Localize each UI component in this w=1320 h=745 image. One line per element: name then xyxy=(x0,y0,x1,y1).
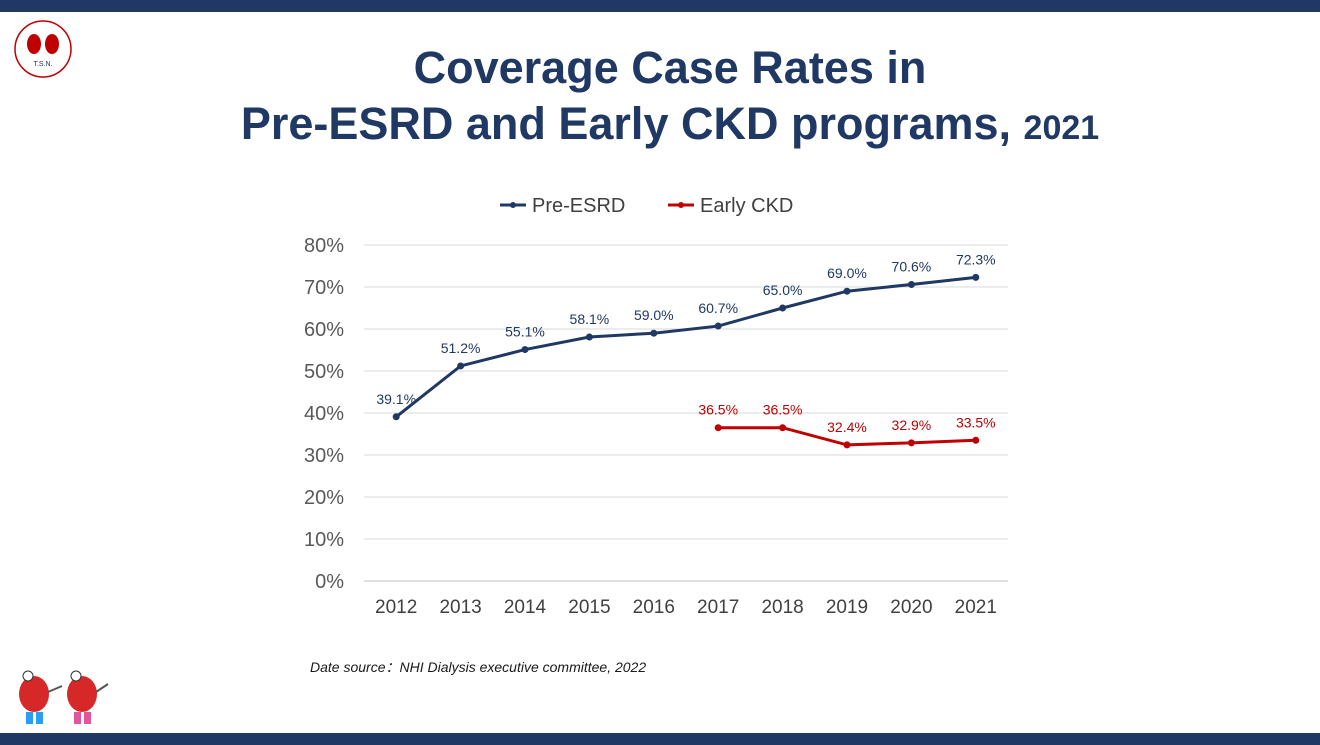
y-tick-label: 50% xyxy=(304,361,344,383)
data-point xyxy=(779,424,787,432)
y-tick-label: 70% xyxy=(304,277,344,299)
data-point xyxy=(843,441,851,449)
data-label: 72.3% xyxy=(956,251,996,267)
series-early-ckd: 36.5% 36.5% 32.4% 32.9% 33.5% xyxy=(698,402,996,449)
y-tick-label: 60% xyxy=(304,319,344,341)
data-label: 36.5% xyxy=(698,402,738,418)
source-note: Date source：NHI Dialysis executive commi… xyxy=(310,659,647,675)
data-point xyxy=(521,346,529,354)
data-label: 70.6% xyxy=(892,258,932,274)
x-tick-label: 2019 xyxy=(826,597,868,618)
chart-legend: Pre-ESRD Early CKD xyxy=(500,195,793,217)
x-tick-label: 2017 xyxy=(697,597,739,618)
chart-series: 39.1% 51.2% 55.1% 58.1% 59.0% 60.7% 65.0% 69.0%… xyxy=(376,251,996,449)
y-tick-label: 80% xyxy=(304,235,344,257)
y-tick-label: 30% xyxy=(304,445,344,467)
data-point xyxy=(457,362,465,370)
data-label: 51.2% xyxy=(441,340,481,356)
x-tick-label: 2016 xyxy=(633,597,675,618)
x-tick-label: 2020 xyxy=(890,597,932,618)
data-label: 32.9% xyxy=(892,417,932,433)
data-label: 33.5% xyxy=(956,414,996,430)
y-tick-label: 40% xyxy=(304,403,344,425)
title-year: 2021 xyxy=(1023,109,1100,147)
data-label: 39.1% xyxy=(376,391,416,407)
x-axis: 2012 2013 2014 2015 2016 2017 2018 2019 2020 2021 xyxy=(375,597,997,618)
data-label: 36.5% xyxy=(763,402,803,418)
x-tick-label: 2015 xyxy=(568,597,610,618)
data-point xyxy=(972,273,980,281)
data-label: 32.4% xyxy=(827,419,867,435)
slide-title: Coverage Case Rates in Pre-ESRD and Earl… xyxy=(0,40,1320,156)
title-line-1: Coverage Case Rates in xyxy=(413,42,927,93)
x-tick-label: 2013 xyxy=(439,597,481,618)
top-accent-bar xyxy=(0,0,1320,12)
title-line-2: Pre-ESRD and Early CKD programs, 2021 xyxy=(0,96,1320,156)
y-tick-label: 10% xyxy=(304,529,344,551)
series-pre-esrd: 39.1% 51.2% 55.1% 58.1% 59.0% 60.7% 65.0% 69.0%… xyxy=(376,251,996,421)
x-tick-label: 2012 xyxy=(375,597,417,618)
data-point xyxy=(907,280,915,288)
chart-gridlines xyxy=(364,244,1008,582)
data-point xyxy=(843,287,851,295)
data-point xyxy=(972,436,980,444)
x-tick-label: 2021 xyxy=(955,597,997,618)
y-axis: 0% 10% 20% 30% 40% 50% 60% 70% 80% xyxy=(304,235,344,593)
data-point xyxy=(714,424,722,432)
data-label: 55.1% xyxy=(505,324,545,340)
data-point xyxy=(585,333,593,341)
data-label: 65.0% xyxy=(763,282,803,298)
data-point xyxy=(907,439,915,447)
y-tick-label: 0% xyxy=(315,571,344,593)
data-label: 59.0% xyxy=(634,307,674,323)
data-label: 58.1% xyxy=(570,311,610,327)
kidney-mascots-image xyxy=(19,670,109,724)
data-point xyxy=(650,329,658,337)
data-label: 60.7% xyxy=(698,300,738,316)
x-tick-label: 2014 xyxy=(504,597,547,618)
data-point xyxy=(714,322,722,330)
legend-marker xyxy=(510,202,516,208)
y-tick-label: 20% xyxy=(304,487,344,509)
legend-label: Pre-ESRD xyxy=(532,195,625,217)
bottom-accent-bar xyxy=(0,733,1320,745)
legend-marker xyxy=(678,202,684,208)
series-line xyxy=(395,275,976,418)
society-logo: T.S.N. xyxy=(14,20,72,78)
data-point xyxy=(779,304,787,312)
x-tick-label: 2018 xyxy=(761,597,803,618)
legend-label: Early CKD xyxy=(700,195,793,217)
data-point xyxy=(392,413,400,421)
data-label: 69.0% xyxy=(827,265,867,281)
title-line-2-text: Pre-ESRD and Early CKD programs, xyxy=(240,98,1012,149)
logo-text: T.S.N. xyxy=(33,61,52,68)
